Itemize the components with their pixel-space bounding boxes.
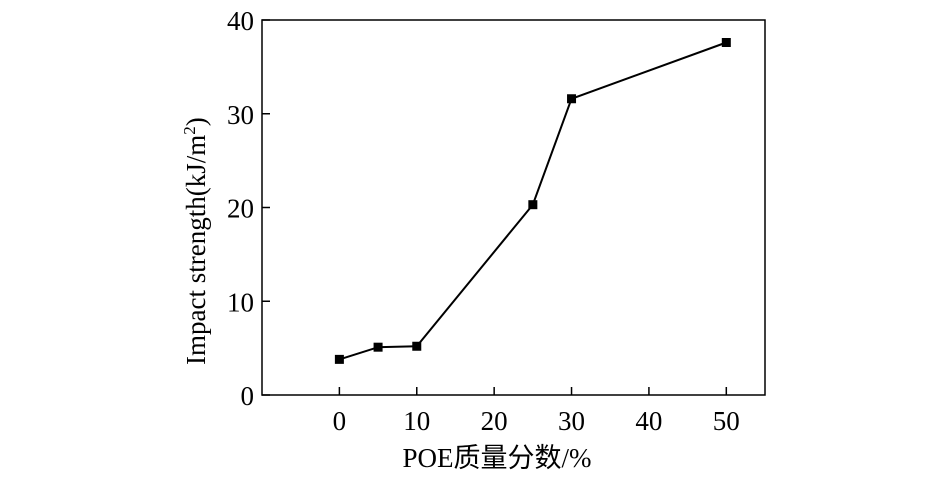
x-tick-label: 20: [481, 406, 508, 436]
series-layer: [334, 38, 731, 364]
data-point-marker: [412, 341, 422, 351]
data-point-marker: [334, 354, 344, 364]
y-tick-label: 10: [227, 287, 254, 317]
y-axis-label-close: ): [181, 117, 211, 126]
y-tick-label: 40: [227, 6, 254, 36]
x-tick-label: 50: [713, 406, 740, 436]
series-line: [339, 41, 727, 361]
y-axis-label: Impact strength(kJ/m2): [180, 117, 211, 365]
y-axis-ticks: 0 10 20 30 40: [227, 6, 270, 411]
y-tick-label: 30: [227, 100, 254, 130]
x-tick-label: 30: [558, 406, 585, 436]
y-tick-label: 0: [241, 381, 255, 411]
x-tick-label: 0: [333, 406, 347, 436]
y-tick-label: 20: [227, 194, 254, 224]
plot-frame: [261, 19, 766, 396]
data-point-marker: [721, 38, 731, 47]
x-axis-ticks: 0 10 20 30 40 50: [333, 387, 740, 436]
y-axis-label-superscript: 2: [180, 126, 199, 135]
x-tick-label: 10: [403, 406, 430, 436]
x-tick-label: 40: [635, 406, 662, 436]
data-point-marker: [373, 342, 383, 352]
x-axis-label: POE质量分数/%: [403, 443, 592, 473]
data-point-marker: [567, 94, 577, 104]
data-point-marker: [528, 200, 538, 210]
y-axis-label-main: Impact strength(kJ/m: [181, 135, 211, 365]
